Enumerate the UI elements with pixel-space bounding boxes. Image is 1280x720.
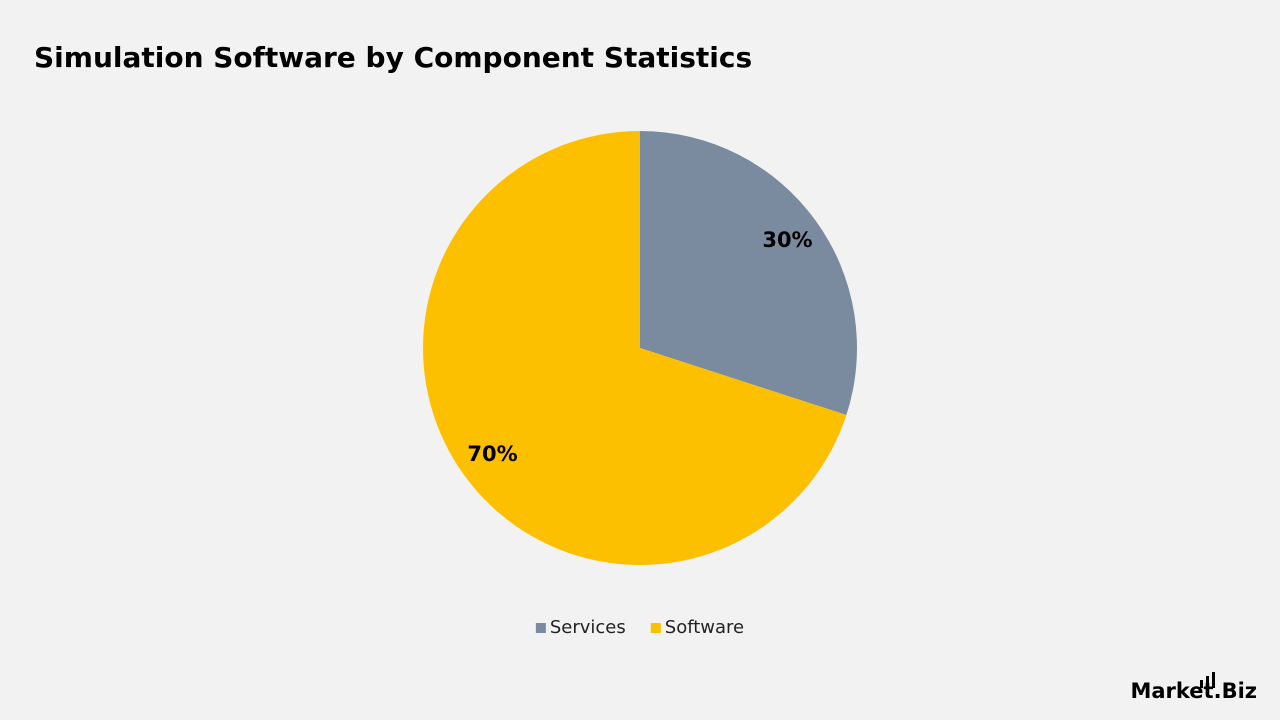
data-label: 70% — [467, 442, 517, 466]
legend-marker — [650, 623, 661, 633]
watermark: Market.Biz — [1130, 679, 1257, 703]
chart-title: Simulation Software by Component Statist… — [34, 41, 752, 74]
legend-label: Services — [550, 617, 626, 638]
legend-marker — [535, 623, 546, 633]
data-label: 30% — [762, 228, 812, 252]
watermark-icon — [1200, 672, 1215, 688]
pie-slice — [423, 131, 847, 565]
pie-slice — [640, 131, 857, 416]
legend-label: Software — [665, 617, 744, 638]
